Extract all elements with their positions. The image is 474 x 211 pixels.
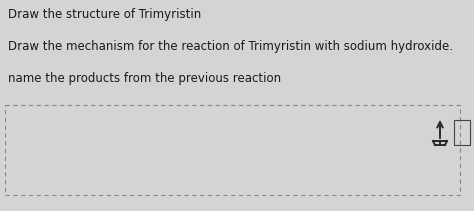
Bar — [454, 120, 470, 145]
Text: Draw the structure of Trimyristin: Draw the structure of Trimyristin — [8, 8, 201, 21]
Text: name the products from the previous reaction: name the products from the previous reac… — [8, 72, 281, 85]
Bar — [5, 105, 460, 195]
Text: Draw the mechanism for the reaction of Trimyristin with sodium hydroxide.: Draw the mechanism for the reaction of T… — [8, 40, 453, 53]
